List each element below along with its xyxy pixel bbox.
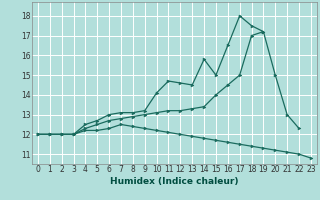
X-axis label: Humidex (Indice chaleur): Humidex (Indice chaleur) <box>110 177 239 186</box>
